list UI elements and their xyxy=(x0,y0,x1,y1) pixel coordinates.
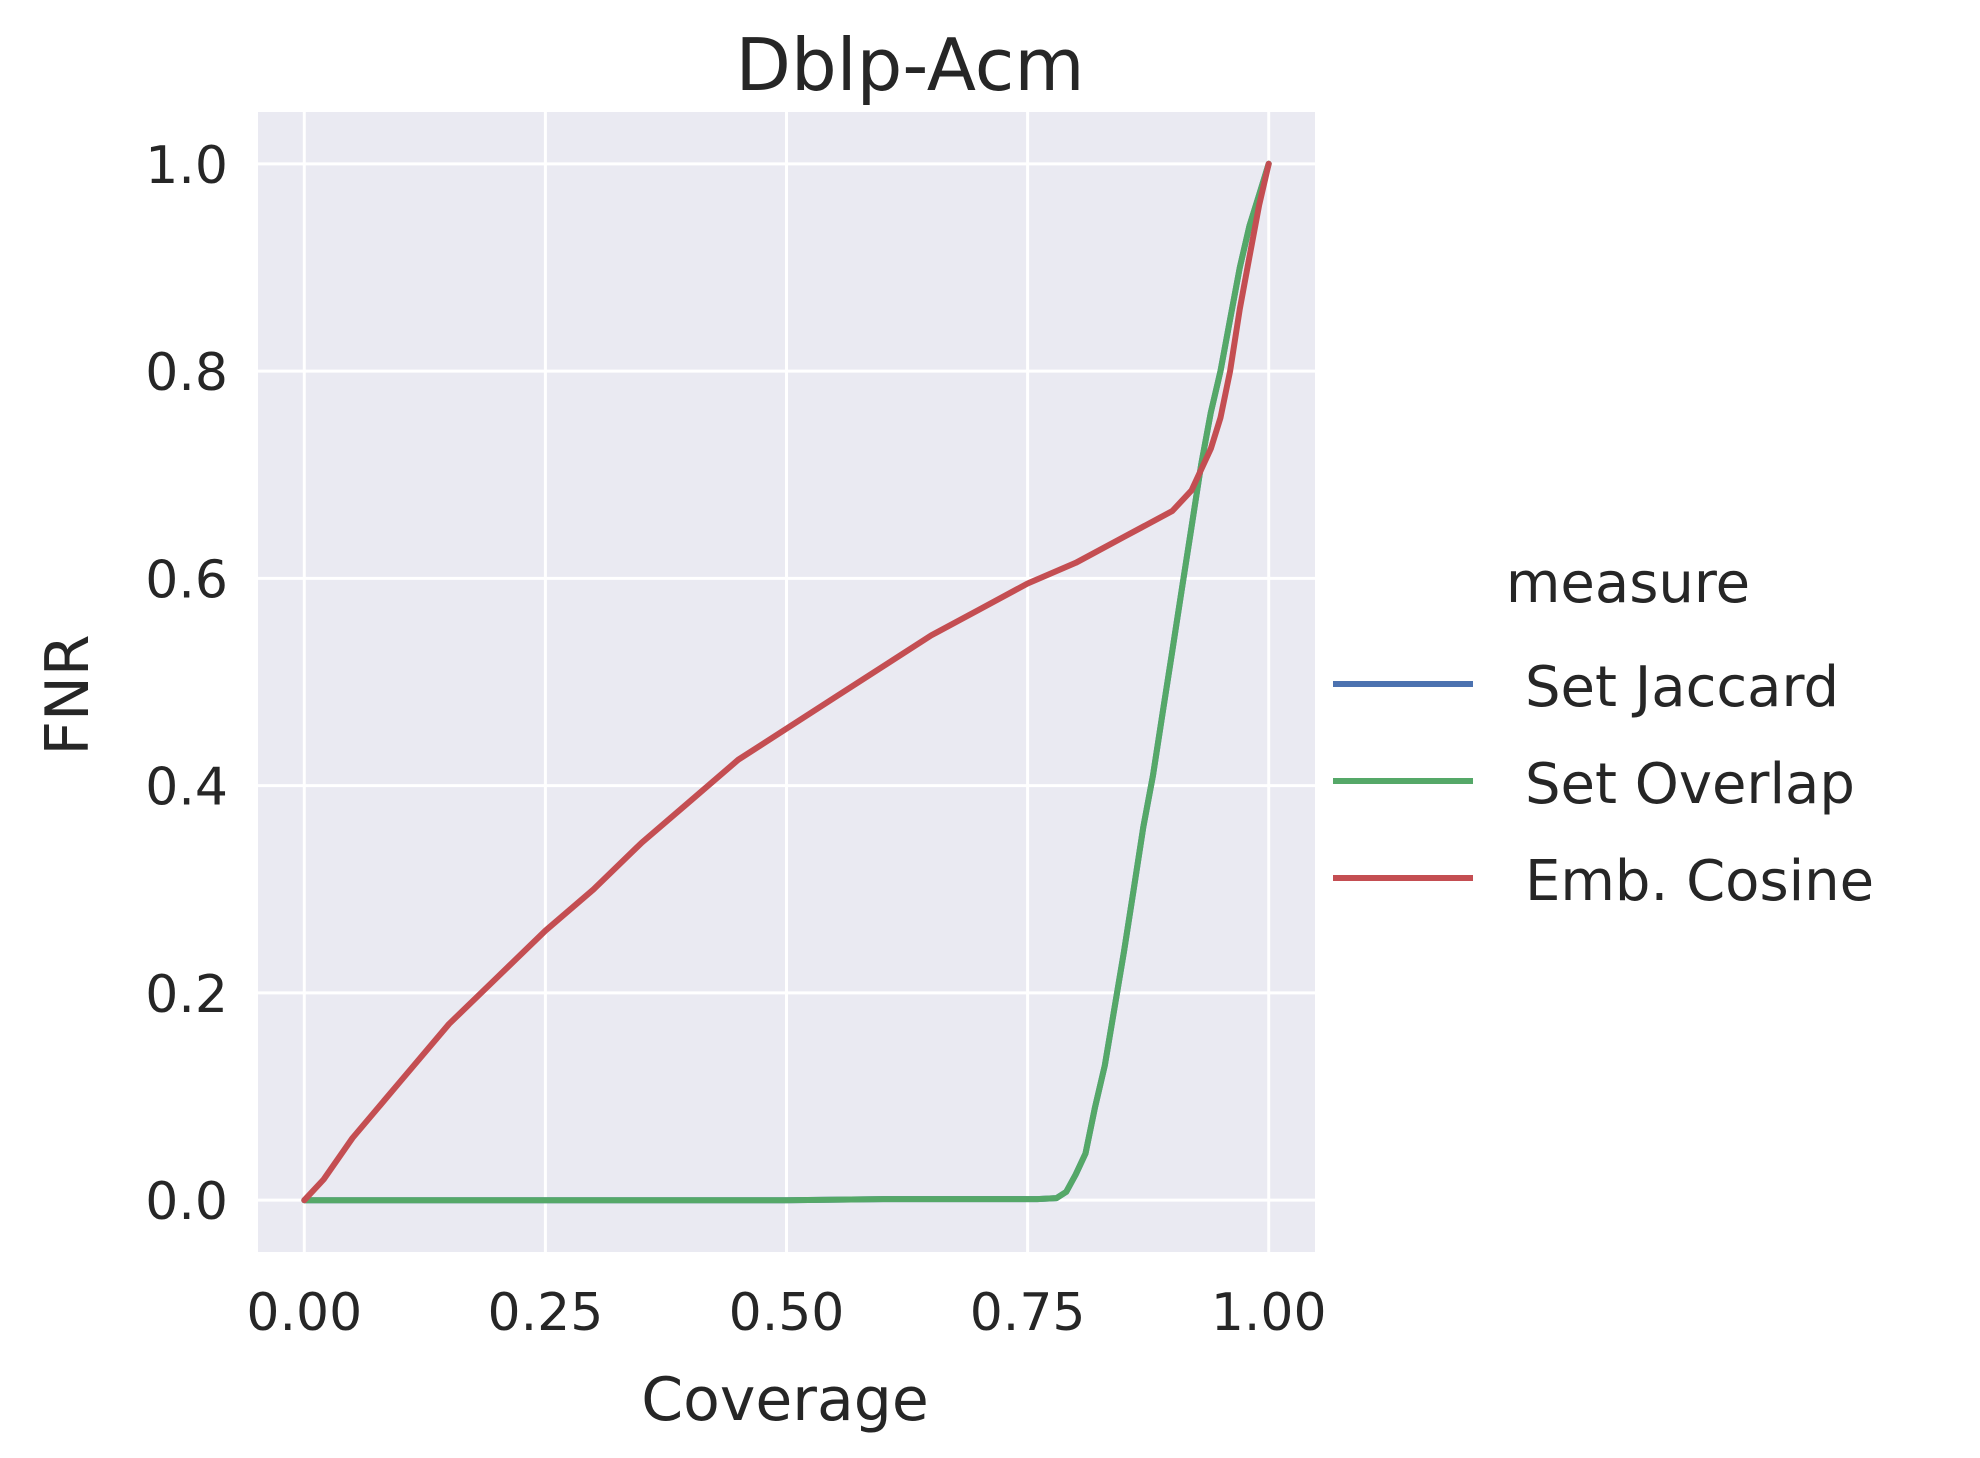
y-tick-label: 0.2 xyxy=(145,965,228,1025)
series-line-emb-cosine xyxy=(301,160,1272,1204)
legend: measure Set Jaccard Set Overlap Emb. Cosin… xyxy=(1333,551,1874,914)
legend-title: measure xyxy=(1506,551,1750,616)
x-tick-label: 0.50 xyxy=(729,1283,845,1343)
legend-label: Set Overlap xyxy=(1525,752,1855,817)
chart-title: Dblp-Acm xyxy=(736,23,1085,107)
y-tick-label: 0.0 xyxy=(145,1172,228,1232)
y-tick-label: 0.8 xyxy=(145,343,228,403)
grid xyxy=(258,112,1315,1252)
y-axis-ticks: 0.0 0.2 0.4 0.6 0.8 1.0 xyxy=(145,136,228,1232)
y-axis-title: FNR xyxy=(33,634,103,755)
x-tick-label: 0.00 xyxy=(246,1283,362,1343)
legend-label: Set Jaccard xyxy=(1525,655,1839,720)
y-tick-label: 0.4 xyxy=(145,758,228,818)
x-axis-title: Coverage xyxy=(641,1365,928,1435)
x-axis-ticks: 0.00 0.25 0.50 0.75 1.00 xyxy=(246,1283,1326,1343)
y-tick-label: 0.6 xyxy=(145,550,228,610)
x-tick-label: 0.75 xyxy=(970,1283,1086,1343)
y-tick-label: 1.0 xyxy=(145,136,228,196)
legend-label: Emb. Cosine xyxy=(1525,849,1874,914)
x-tick-label: 0.25 xyxy=(488,1283,604,1343)
series-lines xyxy=(301,160,1272,1204)
x-tick-label: 1.00 xyxy=(1211,1283,1327,1343)
series-line-set-overlap xyxy=(301,160,1272,1204)
